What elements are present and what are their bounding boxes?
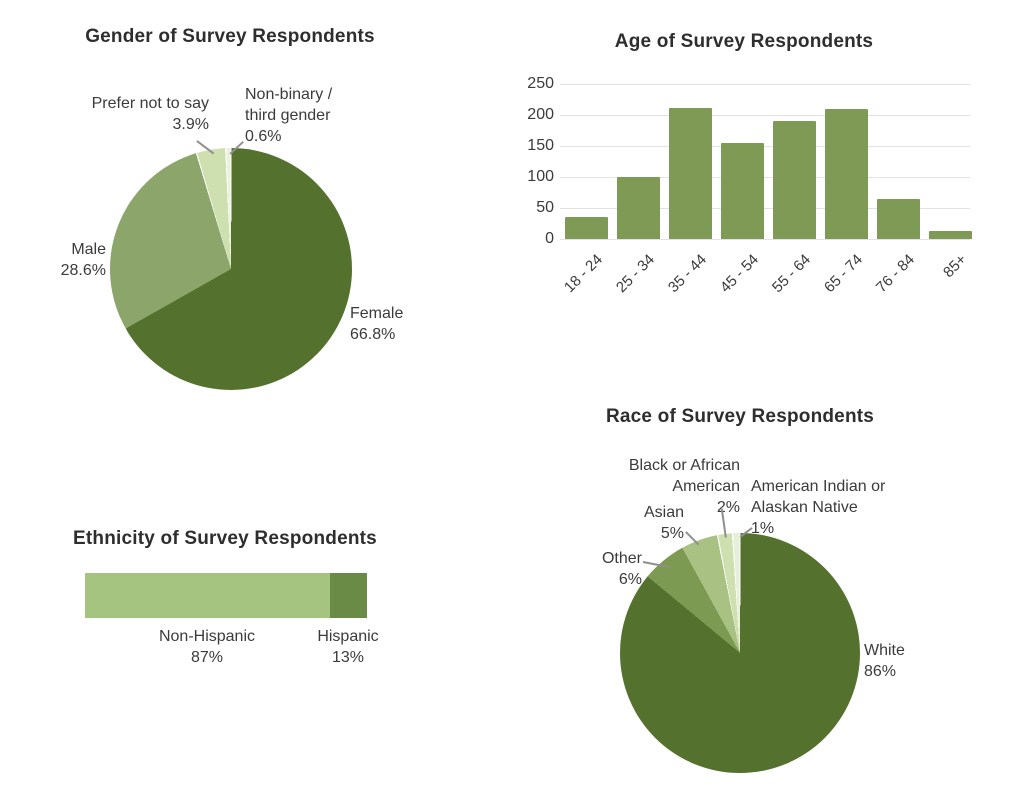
gridline [560,114,970,116]
slice-value: 1% [751,520,775,537]
x-tick-label: 25 - 34 [612,251,658,297]
segment-value: 13% [331,649,365,666]
race-label-black-or-african-american: Black or African American 2% [570,455,740,518]
gridline [560,145,970,147]
slice-label: Black or African [628,457,740,474]
slice-label: third gender [245,107,331,124]
age-plot: 18 - 24 25 - 34 35 - 44 45 - 54 55 - 64 65 - … [560,83,972,296]
slice-label: Alaskan Native [751,499,858,516]
slice-label: Female [350,305,404,322]
slice-value: 6% [618,571,642,588]
race-label-american-indian-alaskan-native: American Indian or Alaskan Native 1% [751,476,885,539]
x-tick-label: 35 - 44 [664,251,710,297]
race-pie [620,533,860,773]
slice-value: 66.8% [350,326,396,343]
y-tick-label: 0 [545,230,554,247]
gender-label-male: Male 28.6% [26,239,106,281]
x-tick-label: 18 - 24 [560,251,606,297]
slice-value: 28.6% [60,262,106,279]
age-y-axis: 0 50 100 150 200 250 [498,75,554,247]
race-label-white: White 86% [864,640,905,682]
y-tick-label: 150 [527,137,554,154]
slice-label: Male [71,241,106,258]
age-bar [773,120,816,239]
gender-label-non-binary: Non-binary / third gender 0.6% [245,84,332,147]
slice-label: Other [601,550,642,567]
gridline [560,207,970,209]
ethnicity-segment [85,573,331,618]
age-chart-title: Age of Survey Respondents [614,31,874,52]
race-label-other: Other 6% [562,548,642,590]
age-bar [929,230,972,239]
age-bar [721,142,764,239]
gender-pie [110,148,352,390]
race-chart-title: Race of Survey Respondents [605,406,875,427]
slice-value: 5% [660,525,684,542]
ethnicity-label-hispanic: Hispanic 13% [288,626,408,668]
slice-label: Asian [643,504,684,521]
gridline [560,176,970,178]
race-label-asian: Asian 5% [604,502,684,544]
gridline [560,83,970,85]
gender-chart-title: Gender of Survey Respondents [85,26,375,47]
x-tick-label: 65 - 74 [820,251,866,297]
segment-label: Non-Hispanic [158,628,256,645]
slice-value: 86% [864,663,897,680]
ethnicity-bar [85,573,367,618]
slice-label: Non-binary / [245,86,333,103]
age-bar [877,199,920,239]
age-bar [565,216,608,239]
slice-value: 3.9% [172,116,209,133]
x-tick-label: 45 - 54 [716,251,762,297]
gender-label-prefer-not-to-say: Prefer not to say 3.9% [39,93,209,135]
age-bars [565,84,972,239]
x-tick-label: 76 - 84 [872,251,918,297]
slice-label: Prefer not to say [91,95,209,112]
slice-label: American Indian or [751,478,886,495]
y-tick-label: 100 [527,168,554,185]
ethnicity-chart-title: Ethnicity of Survey Respondents [73,528,377,549]
slice-label: American [672,478,740,495]
segment-label: Hispanic [317,628,379,645]
x-tick-label: 85+ [939,251,970,282]
y-tick-label: 200 [527,106,554,123]
ethnicity-segment [330,573,367,618]
age-bar [825,109,868,239]
gender-label-female: Female 66.8% [350,303,403,345]
x-tick-label: 55 - 64 [768,251,814,297]
slice-label: White [864,642,905,659]
slice-value: 0.6% [245,128,282,145]
y-tick-label: 250 [527,75,554,92]
ethnicity-label-non-hispanic: Non-Hispanic 87% [127,626,287,668]
age-bar [617,177,660,239]
gridline [560,238,970,240]
age-bar [669,107,712,239]
y-tick-label: 50 [536,199,554,216]
segment-value: 87% [190,649,224,666]
